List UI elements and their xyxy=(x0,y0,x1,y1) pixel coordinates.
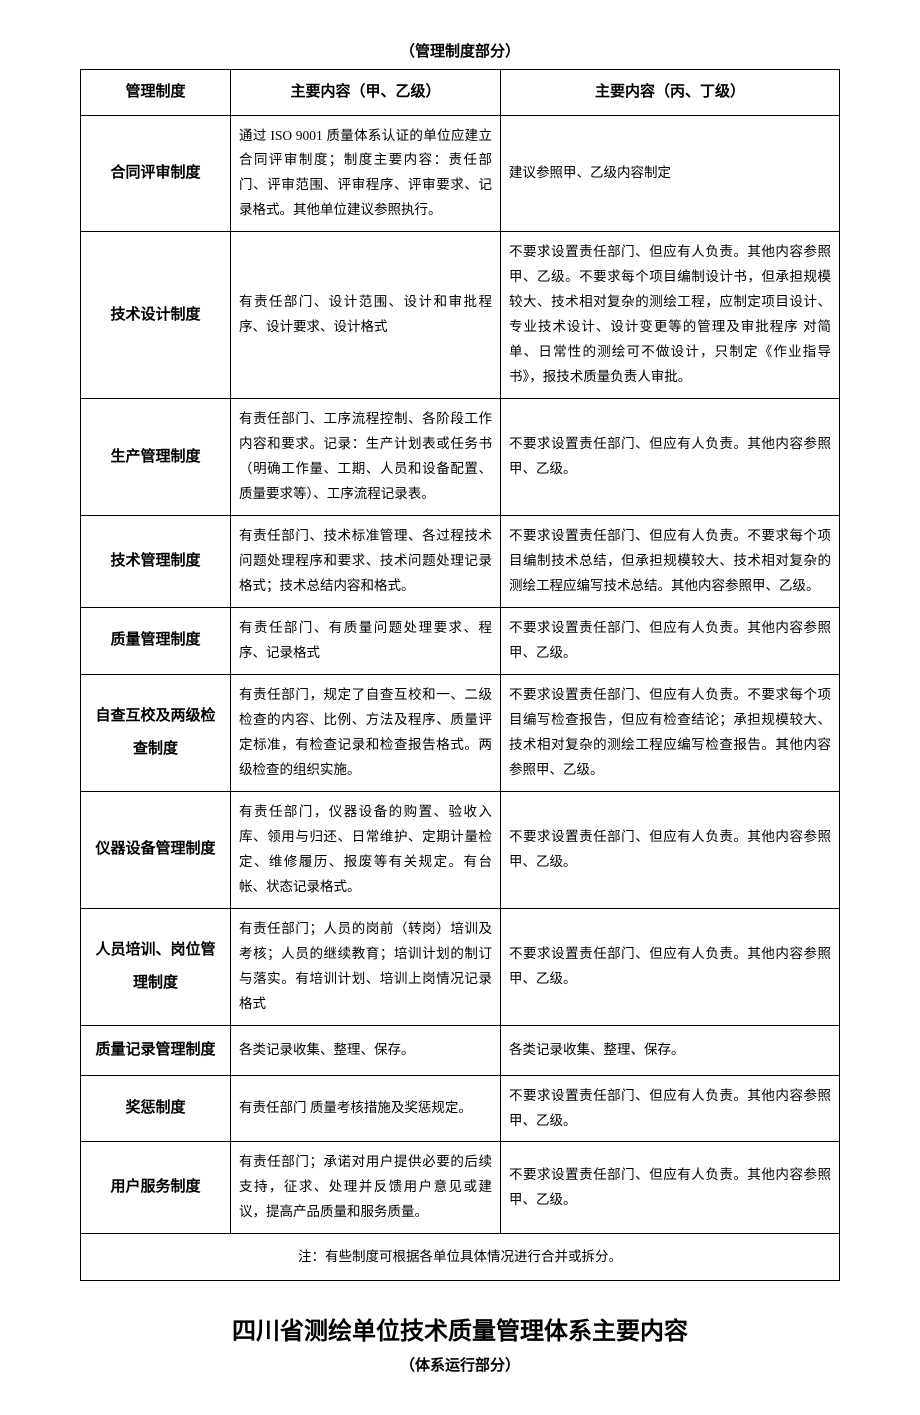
cell-system: 人员培训、岗位管理制度 xyxy=(81,908,231,1025)
cell-content-ab: 有责任部门，仪器设备的购置、验收入库、领用与归还、日常维护、定期计量检定、维修履… xyxy=(231,791,501,908)
cell-content-cd: 不要求设置责任部门、但应有人负责。其他内容参照甲、乙级。 xyxy=(501,1075,840,1142)
cell-content-cd: 不要求设置责任部门、但应有人负责。其他内容参照甲、乙级。 xyxy=(501,1142,840,1234)
cell-system: 自查互校及两级检查制度 xyxy=(81,674,231,791)
cell-content-cd: 不要求设置责任部门、但应有人负责。其他内容参照甲、乙级。 xyxy=(501,908,840,1025)
cell-content-ab: 有责任部门、技术标准管理、各过程技术问题处理程序和要求、技术问题处理记录格式；技… xyxy=(231,516,501,608)
cell-content-ab: 有责任部门、有质量问题处理要求、程序、记录格式 xyxy=(231,607,501,674)
table-row: 用户服务制度 有责任部门；承诺对用户提供必要的后续支持，征求、处理并反馈用户意见… xyxy=(81,1142,840,1234)
table-row: 仪器设备管理制度 有责任部门，仪器设备的购置、验收入库、领用与归还、日常维护、定… xyxy=(81,791,840,908)
table-row: 合同评审制度 通过 ISO 9001 质量体系认证的单位应建立合同评审制度；制度… xyxy=(81,115,840,232)
cell-content-cd: 不要求设置责任部门、但应有人负责。其他内容参照甲、乙级。 xyxy=(501,607,840,674)
section-subtitle-2: （体系运行部分） xyxy=(80,1354,840,1375)
header-col-content-cd: 主要内容（丙、丁级） xyxy=(501,70,840,116)
cell-content-cd: 不要求设置责任部门、但应有人负责。其他内容参照甲、乙级。不要求每个项目编制设计书… xyxy=(501,232,840,399)
cell-system: 质量管理制度 xyxy=(81,607,231,674)
table-row: 技术管理制度 有责任部门、技术标准管理、各过程技术问题处理程序和要求、技术问题处… xyxy=(81,516,840,608)
cell-system: 用户服务制度 xyxy=(81,1142,231,1234)
cell-system: 奖惩制度 xyxy=(81,1075,231,1142)
table-row: 奖惩制度 有责任部门 质量考核措施及奖惩规定。 不要求设置责任部门、但应有人负责… xyxy=(81,1075,840,1142)
cell-content-ab: 通过 ISO 9001 质量体系认证的单位应建立合同评审制度；制度主要内容：责任… xyxy=(231,115,501,232)
cell-system: 生产管理制度 xyxy=(81,399,231,516)
table-header-row: 管理制度 主要内容（甲、乙级） 主要内容（丙、丁级） xyxy=(81,70,840,116)
cell-content-cd: 不要求设置责任部门、但应有人负责。不要求每个项目编写检查报告，但应有检查结论；承… xyxy=(501,674,840,791)
table-row: 质量管理制度 有责任部门、有质量问题处理要求、程序、记录格式 不要求设置责任部门… xyxy=(81,607,840,674)
table-row: 技术设计制度 有责任部门、设计范围、设计和审批程序、设计要求、设计格式 不要求设… xyxy=(81,232,840,399)
table-footnote-row: 注：有些制度可根据各单位具体情况进行合并或拆分。 xyxy=(81,1234,840,1281)
cell-system: 技术管理制度 xyxy=(81,516,231,608)
cell-content-cd: 不要求设置责任部门、但应有人负责。不要求每个项目编制技术总结，但承担规模较大、技… xyxy=(501,516,840,608)
table-row: 生产管理制度 有责任部门、工序流程控制、各阶段工作内容和要求。记录：生产计划表或… xyxy=(81,399,840,516)
cell-content-ab: 各类记录收集、整理、保存。 xyxy=(231,1025,501,1075)
table-footnote: 注：有些制度可根据各单位具体情况进行合并或拆分。 xyxy=(81,1234,840,1281)
cell-system: 质量记录管理制度 xyxy=(81,1025,231,1075)
table-row: 质量记录管理制度 各类记录收集、整理、保存。 各类记录收集、整理、保存。 xyxy=(81,1025,840,1075)
cell-content-ab: 有责任部门；承诺对用户提供必要的后续支持，征求、处理并反馈用户意见或建议，提高产… xyxy=(231,1142,501,1234)
cell-content-ab: 有责任部门、工序流程控制、各阶段工作内容和要求。记录：生产计划表或任务书（明确工… xyxy=(231,399,501,516)
table-section-subtitle: （管理制度部分） xyxy=(80,40,840,61)
table-row: 自查互校及两级检查制度 有责任部门，规定了自查互校和一、二级检查的内容、比例、方… xyxy=(81,674,840,791)
header-col-content-ab: 主要内容（甲、乙级） xyxy=(231,70,501,116)
cell-content-cd: 建议参照甲、乙级内容制定 xyxy=(501,115,840,232)
cell-system: 合同评审制度 xyxy=(81,115,231,232)
cell-content-cd: 不要求设置责任部门、但应有人负责。其他内容参照甲、乙级。 xyxy=(501,399,840,516)
cell-system: 技术设计制度 xyxy=(81,232,231,399)
main-title: 四川省测绘单位技术质量管理体系主要内容 xyxy=(80,1311,840,1346)
header-col-system: 管理制度 xyxy=(81,70,231,116)
table-row: 人员培训、岗位管理制度 有责任部门；人员的岗前（转岗）培训及考核；人员的继续教育… xyxy=(81,908,840,1025)
cell-system: 仪器设备管理制度 xyxy=(81,791,231,908)
table-body: 合同评审制度 通过 ISO 9001 质量体系认证的单位应建立合同评审制度；制度… xyxy=(81,115,840,1281)
cell-content-ab: 有责任部门，规定了自查互校和一、二级检查的内容、比例、方法及程序、质量评定标准，… xyxy=(231,674,501,791)
management-system-table: 管理制度 主要内容（甲、乙级） 主要内容（丙、丁级） 合同评审制度 通过 ISO… xyxy=(80,69,840,1281)
cell-content-ab: 有责任部门、设计范围、设计和审批程序、设计要求、设计格式 xyxy=(231,232,501,399)
cell-content-cd: 不要求设置责任部门、但应有人负责。其他内容参照甲、乙级。 xyxy=(501,791,840,908)
cell-content-ab: 有责任部门；人员的岗前（转岗）培训及考核；人员的继续教育；培训计划的制订与落实。… xyxy=(231,908,501,1025)
cell-content-ab: 有责任部门 质量考核措施及奖惩规定。 xyxy=(231,1075,501,1142)
cell-content-cd: 各类记录收集、整理、保存。 xyxy=(501,1025,840,1075)
